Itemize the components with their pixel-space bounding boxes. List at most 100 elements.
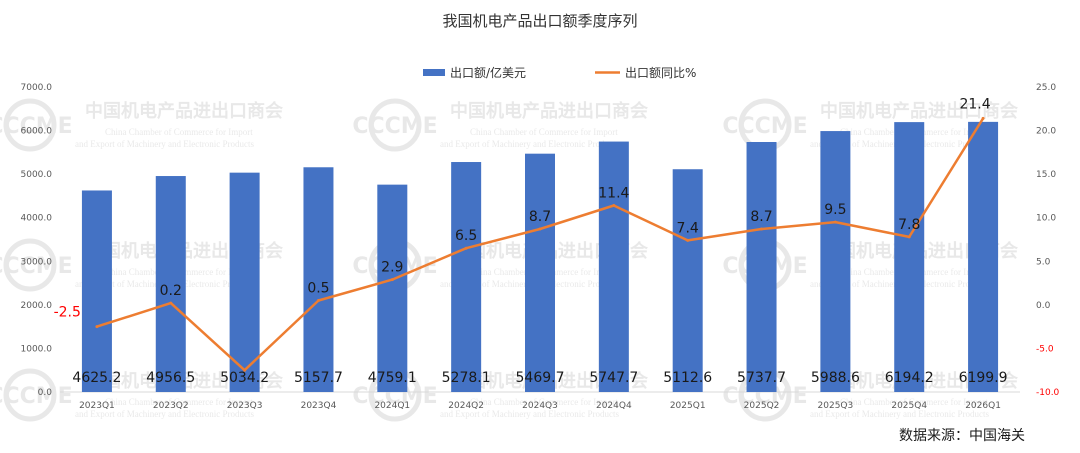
yoy-value-label: 21.4	[959, 96, 990, 112]
right-tick-label: 5.0	[1036, 257, 1051, 267]
bar	[820, 131, 851, 392]
right-axis: -10.0 -5.0 0.0 5.0 10.0 15.0 20.0 25.0	[1036, 83, 1060, 398]
watermark: CCCME 中国机电产品进出口商会 China Chamber of Commerc…	[352, 98, 648, 152]
category-label: 2025Q3	[818, 401, 854, 411]
watermark-logo-ring	[368, 98, 422, 152]
bar-value-label: 5747.7	[589, 370, 638, 386]
bar	[746, 142, 777, 392]
bar	[894, 122, 925, 392]
yoy-value-label: 2.9	[381, 260, 403, 276]
category-label: 2024Q3	[522, 401, 558, 411]
watermark: CCCME 中国机电产品进出口商会 China Chamber of Commerc…	[0, 98, 283, 152]
source-note: 数据来源：中国海关	[899, 428, 1025, 444]
yoy-value-label: 8.7	[529, 209, 551, 225]
yoy-value-label: 8.7	[750, 209, 772, 225]
watermark-logo-text: CCCME	[0, 384, 73, 409]
category-label: 2024Q4	[596, 401, 632, 411]
bar-labels: 4625.2 4956.5 5034.2 5157.7 4759.1 5278.1 5469…	[72, 370, 1007, 386]
bar-value-label: 4956.5	[146, 370, 195, 386]
bar	[81, 190, 112, 392]
watermark-cn: 中国机电产品进出口商会	[820, 100, 1018, 122]
legend: 出口额/亿美元 出口额同比%	[423, 65, 696, 80]
yoy-value-label: 0.5	[307, 281, 329, 297]
category-label: 2026Q1	[965, 401, 1001, 411]
watermark-en1: China Chamber of Commerce for Import	[840, 397, 988, 407]
watermark-en1: China Chamber of Commerce for Import	[470, 397, 618, 407]
bar-value-label: 6199.9	[959, 370, 1008, 386]
bar	[229, 172, 260, 392]
watermark-logo-text: CCCME	[0, 114, 73, 139]
right-tick-label: 20.0	[1036, 127, 1056, 137]
yoy-point	[390, 278, 394, 282]
yoy-value-label: 0.2	[160, 283, 182, 299]
point-labels: -2.5 0.2 0.5 2.9 6.5 8.7 11.4 7.4 8.7 9.5 7.8 21.4	[54, 96, 991, 320]
bar	[672, 169, 703, 392]
bar-value-label: 5469.7	[516, 370, 565, 386]
bar-value-label: 5278.1	[442, 370, 491, 386]
watermark-logo-text: CCCME	[352, 114, 437, 139]
category-label: 2023Q4	[301, 401, 337, 411]
category-label: 2024Q2	[448, 401, 484, 411]
bar	[968, 121, 999, 392]
yoy-point	[95, 325, 99, 329]
bar	[525, 153, 555, 392]
yoy-line	[95, 116, 985, 372]
category-label: 2025Q1	[670, 401, 706, 411]
watermark-logo-ring	[3, 98, 57, 152]
category-label: 2023Q2	[153, 401, 189, 411]
yoy-point	[833, 220, 837, 224]
watermark-cn: 中国机电产品进出口商会	[450, 100, 648, 122]
legend-line-label: 出口额同比%	[625, 66, 696, 80]
bar-value-label: 4625.2	[72, 370, 121, 386]
bar-value-label: 5737.7	[737, 370, 786, 386]
watermark-en1: China Chamber of Commerce for Import	[105, 127, 253, 137]
yoy-point	[907, 235, 911, 239]
yoy-point	[981, 116, 985, 120]
watermark-en2: and Export of Machinery and Electronic P…	[440, 409, 619, 419]
yoy-point	[316, 299, 320, 302]
category-label: 2023Q1	[79, 401, 115, 411]
bars	[81, 121, 999, 392]
yoy-value-label: 7.8	[898, 217, 920, 233]
right-tick-label: 25.0	[1036, 83, 1056, 93]
yoy-value-label: 11.4	[598, 186, 629, 202]
watermark-en1: China Chamber of Commerce for Import	[470, 127, 618, 137]
watermark-logo-text: CCCME	[722, 114, 807, 139]
bar-value-label: 5157.7	[294, 370, 343, 386]
yoy-point	[538, 227, 542, 231]
chart-title: 我国机电产品出口额季度序列	[442, 12, 637, 30]
right-tick-label: 10.0	[1036, 214, 1056, 224]
watermark-en2: and Export of Machinery and Electronic P…	[75, 139, 254, 149]
bar-value-label: 5034.2	[220, 370, 269, 386]
watermark-en1: China Chamber of Commerce for Import	[105, 397, 253, 407]
left-tick-label: 3000.0	[21, 257, 53, 267]
yoy-value-label: 6.5	[455, 228, 477, 244]
category-label: 2025Q4	[891, 401, 927, 411]
left-tick-label: 1000.0	[21, 344, 53, 354]
bar-value-label: 5112.6	[663, 370, 712, 386]
bar-value-label: 6194.2	[885, 370, 934, 386]
yoy-value-label: 7.4	[677, 220, 699, 236]
yoy-value-label: 9.5	[824, 202, 846, 218]
bar	[303, 167, 334, 392]
category-label: 2024Q1	[374, 401, 410, 411]
right-tick-label: -5.0	[1036, 344, 1054, 354]
left-axis: 0.0 1000.0 2000.0 3000.0 4000.0 5000.0 6000.0 7…	[21, 83, 53, 398]
bar	[451, 162, 482, 392]
left-tick-label: 5000.0	[21, 170, 53, 180]
left-tick-label: 7000.0	[21, 83, 53, 93]
watermark-logo-text: CCCME	[0, 254, 73, 279]
bar	[377, 184, 408, 392]
watermark-en2: and Export of Machinery and Electronic P…	[75, 409, 254, 419]
watermark-logo-ring	[3, 238, 57, 292]
right-tick-label: -10.0	[1036, 388, 1060, 398]
yoy-point	[169, 301, 173, 305]
yoy-point	[760, 227, 764, 231]
category-label: 2025Q2	[744, 401, 780, 411]
left-tick-label: 0.0	[38, 388, 53, 398]
left-tick-label: 4000.0	[21, 214, 53, 224]
legend-bar-label: 出口额/亿美元	[450, 65, 526, 80]
right-tick-label: 15.0	[1036, 170, 1056, 180]
bar-value-label: 4759.1	[368, 370, 417, 386]
